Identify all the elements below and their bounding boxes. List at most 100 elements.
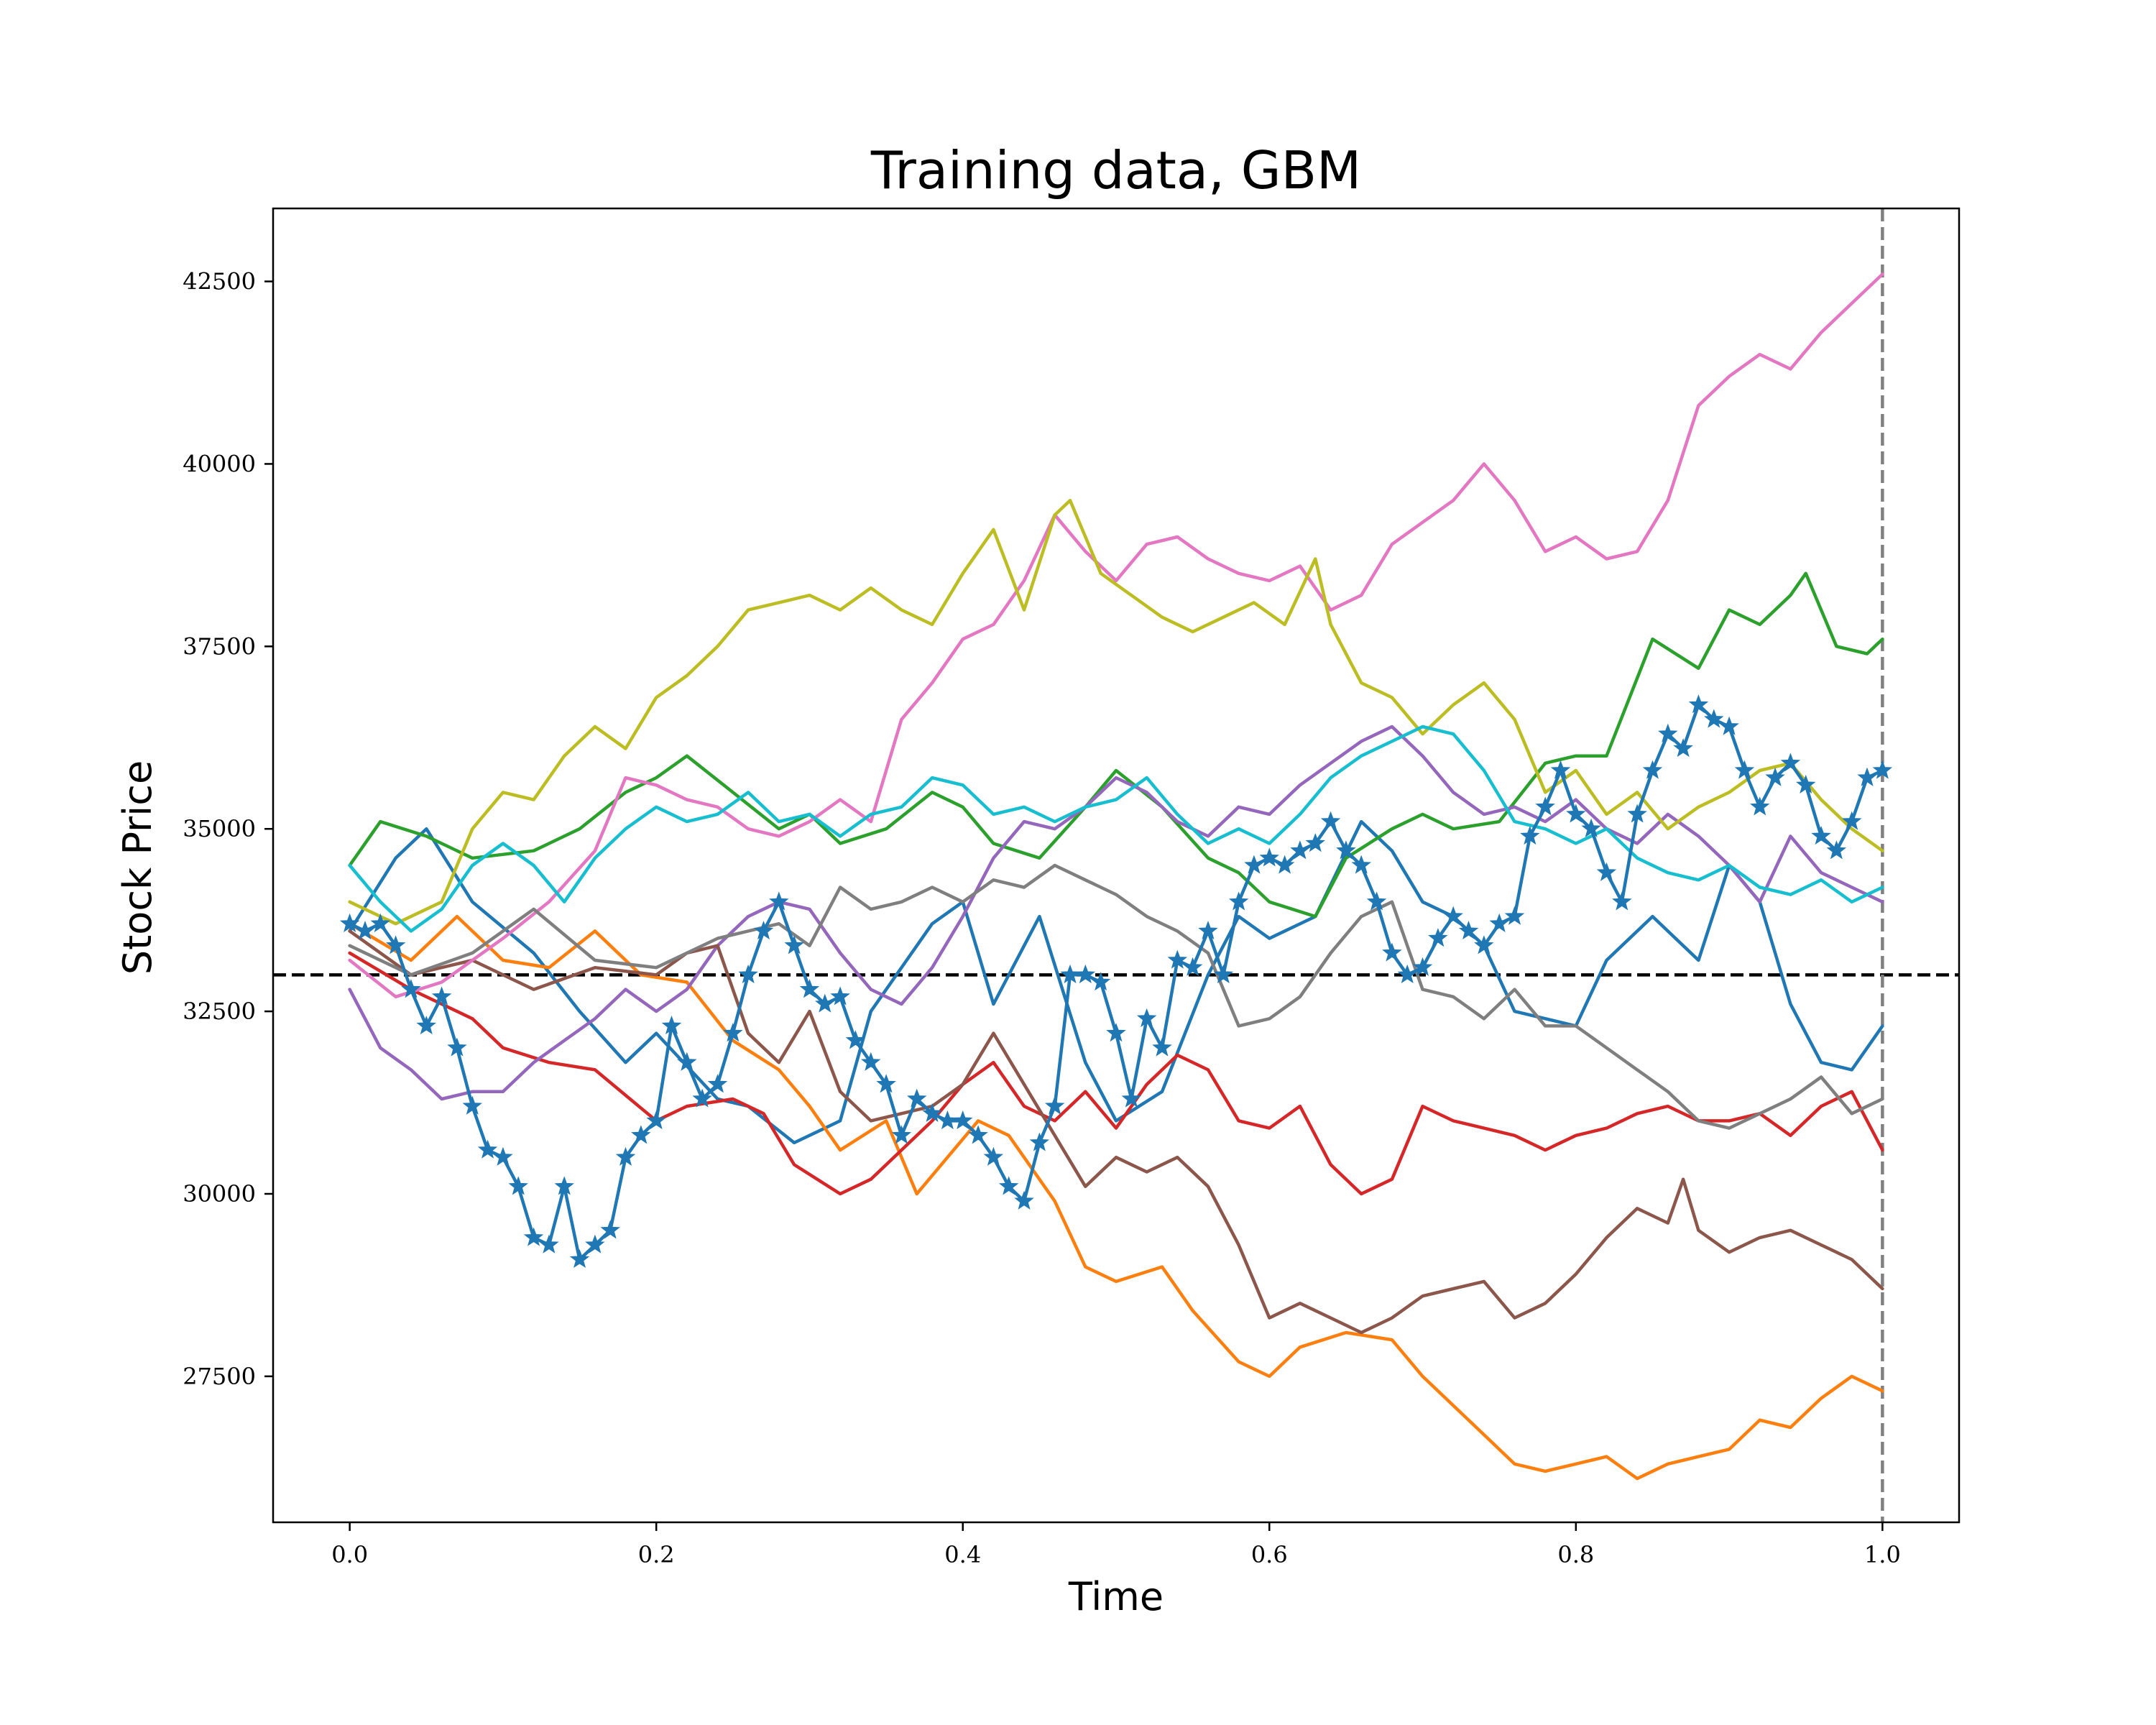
series-star-marker xyxy=(1167,949,1188,969)
series-star-marker xyxy=(1520,825,1540,845)
series-line-2 xyxy=(348,914,1884,1481)
series-star-marker xyxy=(447,1037,467,1057)
series-star-marker xyxy=(1152,1037,1172,1057)
series-star-marker xyxy=(1841,811,1862,830)
series-star-marker xyxy=(1029,1132,1050,1151)
series-star-marker xyxy=(937,1110,958,1130)
series-star-marker xyxy=(1443,906,1463,925)
series-star-marker xyxy=(1121,1088,1142,1108)
series-star-marker xyxy=(1734,760,1755,779)
series-star-marker xyxy=(1504,906,1525,925)
series-star-marker xyxy=(968,1125,988,1144)
series-star-marker xyxy=(1780,753,1801,772)
series-star-marker xyxy=(1750,796,1770,816)
series-star-marker xyxy=(1290,840,1310,860)
series-star-marker xyxy=(815,993,835,1013)
series-star-marker xyxy=(523,1227,544,1246)
series-star-marker xyxy=(1627,804,1647,823)
series-star-marker xyxy=(1259,847,1279,867)
series-star-marker xyxy=(1198,920,1218,940)
series-line-4 xyxy=(348,951,1884,1196)
series-star-marker xyxy=(1581,818,1601,837)
series-star-marker xyxy=(707,1074,728,1093)
series-layer xyxy=(339,272,1893,1481)
series-star-marker xyxy=(692,1088,712,1108)
y-tick-label: 37500 xyxy=(183,632,256,660)
series-star-marker xyxy=(1213,964,1234,984)
series-line-9 xyxy=(348,498,1884,926)
series-star-marker xyxy=(953,1110,973,1130)
series-star-marker xyxy=(1458,920,1479,940)
series-star-marker xyxy=(876,1074,896,1093)
series-star-marker xyxy=(1765,767,1785,786)
series-star-marker xyxy=(508,1176,528,1195)
series-star-marker xyxy=(1366,891,1387,911)
series-star-marker xyxy=(1336,840,1356,860)
series-line-8 xyxy=(348,863,1884,1130)
series-star-marker xyxy=(646,1110,666,1130)
series-star-marker xyxy=(355,920,375,940)
series-star-marker xyxy=(907,1088,927,1108)
series-star-marker xyxy=(1596,862,1617,881)
series-star-marker xyxy=(891,1125,912,1144)
series-star-marker xyxy=(769,891,789,911)
series-star-marker xyxy=(1244,855,1264,874)
series-star-marker xyxy=(554,1176,574,1195)
series-star-marker xyxy=(1489,913,1509,932)
series-star-marker xyxy=(401,979,421,998)
series-star-marker xyxy=(1811,825,1831,845)
series-star-marker xyxy=(1642,760,1663,779)
series-star-marker xyxy=(1474,935,1494,954)
x-tick-label: 0.4 xyxy=(944,1541,981,1568)
series-star-marker xyxy=(753,920,774,940)
series-line-5 xyxy=(348,724,1884,1101)
series-star-marker xyxy=(615,1146,636,1166)
y-tick-label: 35000 xyxy=(183,815,256,842)
x-tick-label: 0.6 xyxy=(1251,1541,1288,1568)
y-tick-label: 42500 xyxy=(183,268,256,295)
series-star-marker xyxy=(1719,716,1739,735)
series-star-marker xyxy=(1320,811,1341,830)
y-tick-label: 32500 xyxy=(183,998,256,1025)
series-star-marker xyxy=(493,1146,513,1166)
series-star-marker xyxy=(845,1030,866,1049)
series-star-marker xyxy=(922,1103,942,1122)
series-line-7 xyxy=(348,272,1884,999)
series-star-marker xyxy=(1535,796,1555,816)
series-star-marker xyxy=(477,1139,498,1159)
chart-title: Training data, GBM xyxy=(870,140,1361,201)
series-star-marker xyxy=(677,1052,697,1071)
series-star-marker xyxy=(1044,1095,1065,1115)
x-tick-label: 0.2 xyxy=(638,1541,675,1568)
series-star-marker xyxy=(1136,1008,1157,1027)
plot-frame xyxy=(272,207,1961,1524)
series-star-marker xyxy=(861,1052,881,1071)
series-star-marker xyxy=(1826,840,1847,860)
series-star-marker xyxy=(1550,760,1571,779)
series-star-marker xyxy=(539,1234,559,1254)
series-star-marker xyxy=(1305,833,1325,852)
series-star-marker xyxy=(370,913,391,932)
series-line-3 xyxy=(348,571,1884,919)
series-star-marker xyxy=(631,1125,651,1144)
x-tick-label: 0.0 xyxy=(331,1541,368,1568)
series-star-marker xyxy=(1796,774,1816,794)
series-star-marker xyxy=(462,1095,482,1115)
series-star-marker xyxy=(385,935,406,954)
series-star-marker xyxy=(738,964,758,984)
series-star-marker xyxy=(1688,694,1709,714)
series-star-marker xyxy=(1014,1190,1034,1210)
series-star-marker xyxy=(1106,1023,1126,1042)
series-star-marker xyxy=(339,913,360,932)
series-star-marker xyxy=(1673,738,1693,758)
y-tick-label: 30000 xyxy=(183,1180,256,1208)
series-star-marker xyxy=(1704,709,1724,728)
series-star-marker xyxy=(1397,964,1417,984)
x-tick-label: 1.0 xyxy=(1864,1541,1901,1568)
x-axis-label: Time xyxy=(1068,1574,1164,1619)
series-line-11 xyxy=(348,703,1884,1261)
series-star-marker xyxy=(1857,767,1877,786)
series-star-marker xyxy=(830,986,850,1006)
series-line-6 xyxy=(348,929,1884,1335)
series-star-marker xyxy=(1182,957,1203,976)
